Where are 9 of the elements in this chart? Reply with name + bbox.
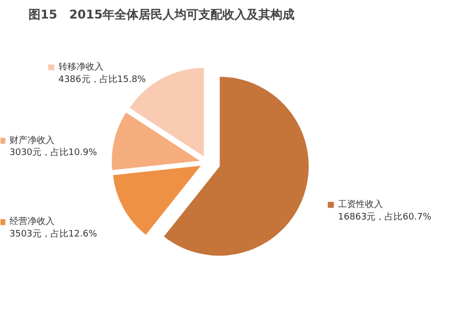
legend-label: 财产净收入 xyxy=(9,134,54,146)
data-label: 16863元，占比60.7% xyxy=(338,211,432,222)
legend-label: 经营净收入 xyxy=(9,216,54,228)
data-label: 4386元，占比15.8% xyxy=(58,74,146,85)
legend-label: 工资性收入 xyxy=(338,198,384,210)
legend-label: 转移净收入 xyxy=(58,61,104,72)
data-label: 3503元，占比12.6% xyxy=(9,228,98,240)
chart-title: 图15 2015年全体居民人均可支配收入及其构成 xyxy=(28,8,295,22)
data-label: 3030元，占比10.9% xyxy=(9,147,98,158)
